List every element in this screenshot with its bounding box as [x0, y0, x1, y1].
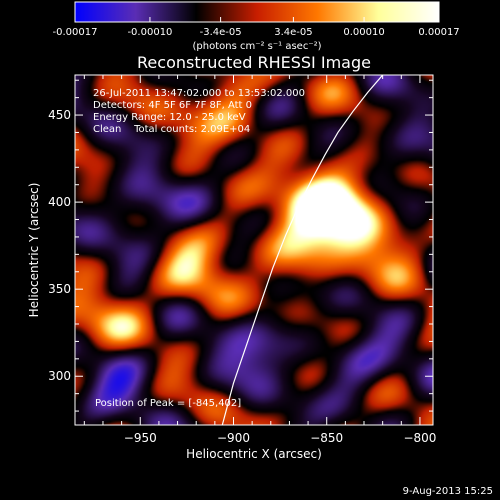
solar-limb-line — [221, 75, 384, 425]
x-tick-label: −950 — [124, 431, 157, 445]
x-tick-label: −850 — [310, 431, 343, 445]
chart-title: Reconstructed RHESSI Image — [137, 53, 371, 72]
y-tick-label: 450 — [48, 108, 71, 122]
plot-frame — [74, 74, 434, 426]
annotation-detectors: Detectors: 4F 5F 6F 7F 8F, Att 0 — [93, 100, 252, 111]
y-tick-label: 400 — [48, 195, 71, 209]
annotation-time-range: 26-Jul-2011 13:47:02.000 to 13:53:02.000 — [93, 88, 305, 99]
colorbar-tick-label: -0.00010 — [127, 27, 172, 38]
y-axis-label: Heliocentric Y (arcsec) — [27, 183, 41, 318]
heatmap — [75, 75, 433, 425]
heatmap-image — [75, 75, 433, 425]
footer-date: 9-Aug-2013 15:25 — [403, 486, 493, 497]
peak-position-label: Position of Peak = [-845,402] — [95, 398, 241, 409]
y-tick-label: 300 — [48, 369, 71, 383]
colorbar-tick-label: 0.00017 — [418, 27, 459, 38]
annotation-clean-counts: Clean Total counts: 2.09E+04 — [93, 124, 250, 135]
colorbar-gradient — [74, 1, 440, 23]
colorbar-tick-label: -3.4e-05 — [200, 27, 242, 38]
y-axis: 300 350 400 450 — [48, 79, 433, 412]
x-axis-label: Heliocentric X (arcsec) — [186, 447, 322, 461]
x-tick-label: −800 — [403, 431, 436, 445]
colorbar-tick-label: -0.00017 — [53, 27, 98, 38]
x-tick-label: −900 — [217, 431, 250, 445]
y-tick-label: 350 — [48, 282, 71, 296]
colorbar: -0.00017 -0.00010 -3.4e-05 3.4e-05 0.00010 0.… — [53, 1, 460, 52]
colorbar-tick-label: 3.4e-05 — [274, 27, 312, 38]
colorbar-unit-label: (photons cm⁻² s⁻¹ asec⁻²) — [192, 41, 321, 52]
annotation-energy-range: Energy Range: 12.0 - 25.0 keV — [93, 112, 246, 123]
annotation-block: 26-Jul-2011 13:47:02.000 to 13:53:02.000… — [93, 88, 305, 409]
colorbar-tick-label: 0.00010 — [343, 27, 384, 38]
x-axis: −950 −900 −850 −800 — [83, 75, 436, 445]
